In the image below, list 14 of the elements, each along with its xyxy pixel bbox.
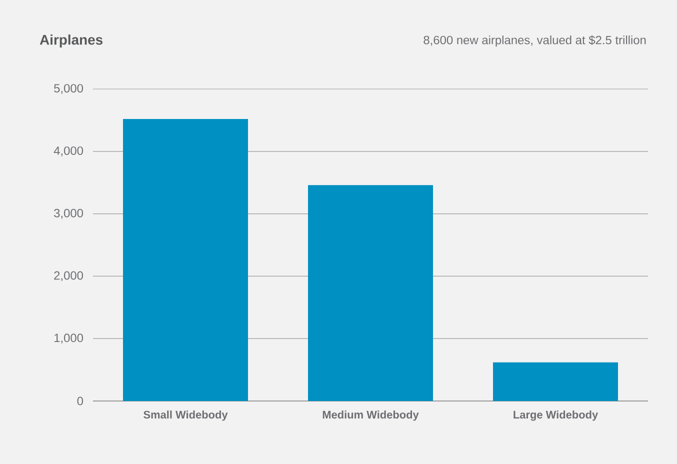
y-tick-label: 1,000 [54, 334, 84, 344]
y-tick-label: 4,000 [54, 146, 84, 156]
bar [308, 185, 434, 401]
y-tick-label: 0 [77, 396, 84, 406]
x-tick-label: Medium Widebody [322, 410, 419, 421]
bar [123, 118, 248, 401]
y-tick-label: 2,000 [54, 271, 84, 282]
bar [493, 362, 618, 401]
x-tick-label: Large Widebody [514, 410, 598, 421]
chart-title: Airplanes [40, 34, 103, 48]
x-tick-label: Small Widebody [144, 410, 228, 421]
chart-subtitle: 8,600 new airplanes, valued at $2.5 trillion [424, 35, 646, 47]
y-tick-label: 5,000 [54, 84, 84, 94]
y-tick-label: 3,000 [54, 208, 84, 219]
